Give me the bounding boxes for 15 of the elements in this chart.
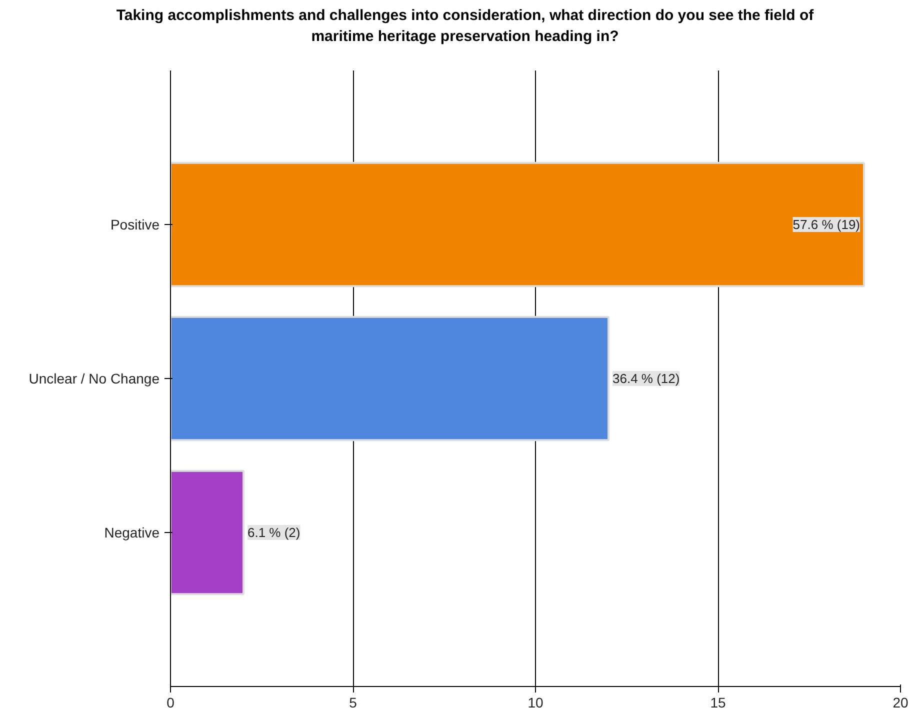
data-label: 6.1 % (2) (248, 525, 300, 540)
bar (170, 162, 865, 288)
bar (170, 470, 244, 596)
x-tick-label: 5 (349, 694, 358, 710)
y-tick-label: Negative (104, 524, 160, 540)
data-label: 36.4 % (12) (612, 371, 680, 386)
x-tick-label: 0 (166, 694, 175, 710)
y-tick-label: Positive (110, 216, 160, 232)
bar (170, 316, 610, 442)
x-tick-label: 15 (710, 694, 726, 710)
chart-title: Taking accomplishments and challenges into consideration, what direction do you see the field of maritime heritage preservation heading in? (115, 6, 815, 48)
x-tick-label: 10 (528, 694, 544, 710)
y-tick-label: Unclear / No Change (28, 370, 160, 386)
x-tick-label: 20 (892, 694, 908, 710)
data-label: 57.6 % (19) (792, 217, 860, 232)
